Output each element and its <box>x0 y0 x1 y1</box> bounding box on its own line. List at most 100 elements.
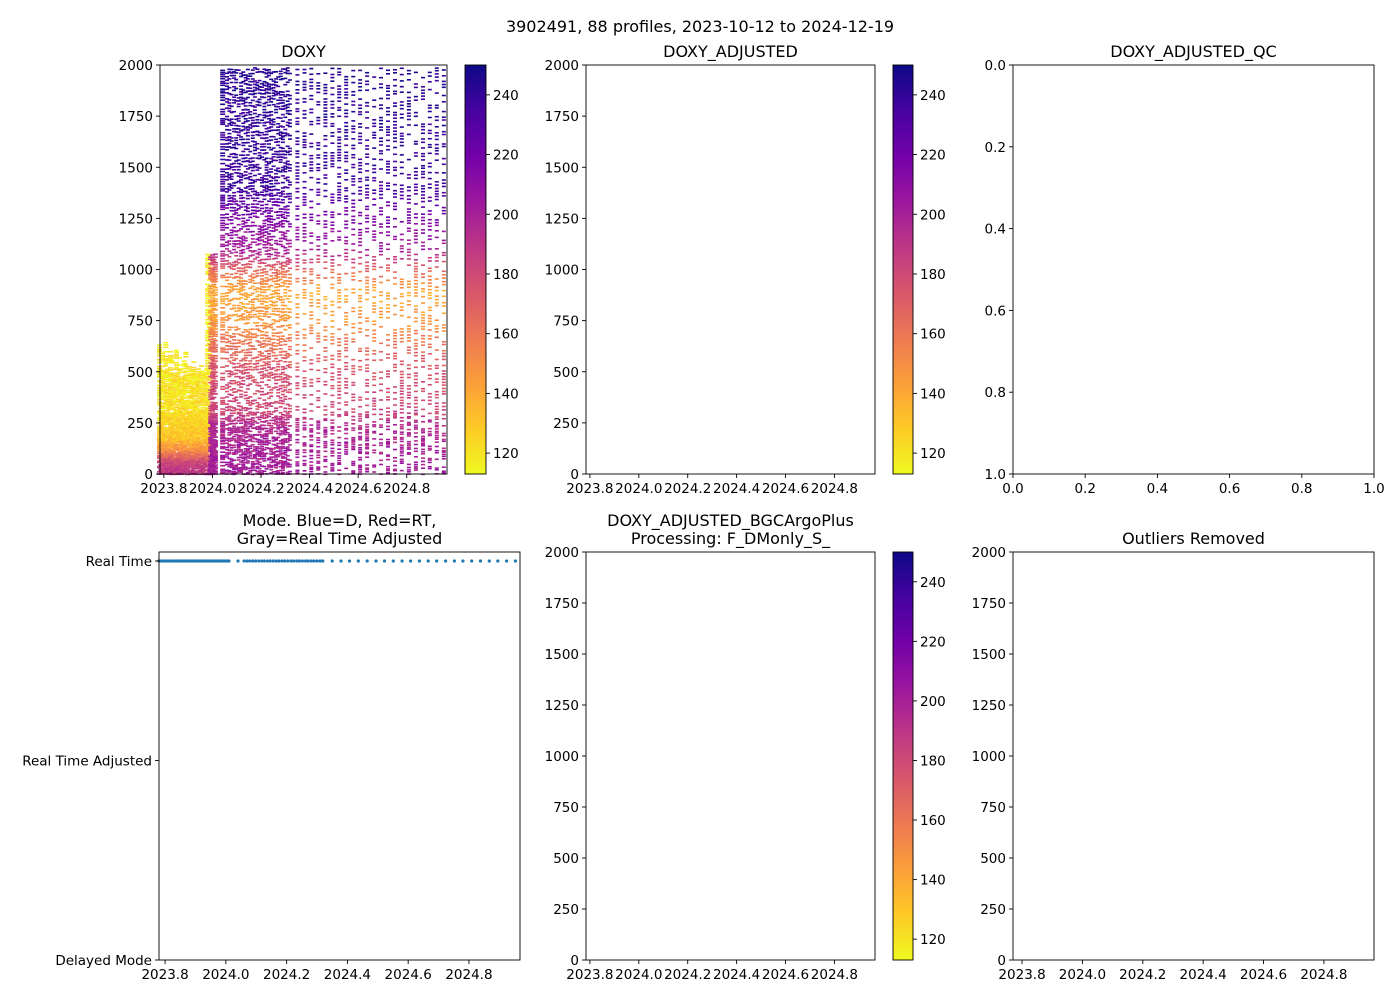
doxy-sample <box>271 351 276 354</box>
doxy-sample <box>274 150 279 153</box>
doxy-sample <box>160 352 166 355</box>
doxy-sample <box>295 165 300 168</box>
doxy-sample <box>280 201 285 204</box>
doxy-sample <box>295 120 300 123</box>
doxy-sample <box>287 280 292 283</box>
doxy-sample <box>220 445 226 448</box>
doxy-sample <box>202 462 208 465</box>
doxy-sample <box>225 456 229 458</box>
doxy-sample <box>280 113 285 116</box>
doxy-sample <box>200 452 206 455</box>
doxy-sample <box>330 152 335 154</box>
doxy-sample <box>220 464 226 467</box>
doxy-sample <box>227 189 232 191</box>
doxy-sample <box>255 194 260 197</box>
doxy-sample <box>250 400 255 402</box>
doxy-sample <box>274 223 279 225</box>
doxy-sample <box>185 423 190 425</box>
doxy-sample <box>232 207 237 209</box>
doxy-sample <box>276 252 281 254</box>
doxy-sample <box>280 268 285 270</box>
doxy-sample <box>239 450 244 452</box>
doxy-sample <box>262 448 267 451</box>
doxy-sample <box>208 336 214 338</box>
doxy-sample <box>236 431 241 434</box>
doxy-sample <box>220 433 226 436</box>
doxy-sample <box>232 184 237 187</box>
doxy-sample <box>285 94 290 96</box>
doxy-sample <box>257 152 262 154</box>
doxy-sample <box>220 302 226 305</box>
doxy-sample <box>185 438 190 440</box>
doxy-sample <box>197 387 203 390</box>
doxy-sample <box>183 408 189 410</box>
doxy-sample <box>191 388 197 391</box>
doxy-sample <box>269 450 274 453</box>
doxy-sample <box>309 154 314 157</box>
doxy-sample <box>262 454 267 456</box>
doxy-sample <box>257 455 262 458</box>
doxy-sample <box>189 453 195 455</box>
doxy-sample <box>323 125 328 128</box>
doxy-sample <box>302 204 307 206</box>
doxy-sample <box>330 443 335 446</box>
doxy-sample <box>166 450 172 453</box>
doxy-sample <box>280 366 285 368</box>
doxy-sample <box>227 99 232 101</box>
doxy-sample <box>220 152 226 154</box>
doxy-sample <box>183 367 189 370</box>
doxy-sample <box>191 463 197 466</box>
doxy-sample <box>234 217 239 219</box>
doxy-sample <box>232 459 237 461</box>
doxy-sample <box>245 207 250 209</box>
doxy-sample <box>274 400 279 403</box>
doxy-sample <box>287 273 292 276</box>
doxy-sample <box>243 221 248 224</box>
doxy-sample <box>278 402 283 404</box>
doxy-sample <box>295 421 300 424</box>
doxy-sample <box>274 382 279 385</box>
doxy-sample <box>220 456 226 459</box>
doxy-sample <box>241 456 246 458</box>
doxy-sample <box>295 261 300 264</box>
doxy-sample <box>257 470 262 472</box>
doxy-sample <box>260 352 264 354</box>
doxy-sample <box>229 140 234 142</box>
doxy-sample <box>274 450 279 453</box>
doxy-sample <box>245 445 250 448</box>
doxy-sample <box>252 215 257 218</box>
doxy-sample <box>283 217 288 219</box>
doxy-sample <box>163 407 169 409</box>
doxy-sample <box>330 211 335 213</box>
doxy-sample <box>276 140 281 143</box>
doxy-sample <box>278 108 283 110</box>
doxy-sample <box>241 80 246 83</box>
doxy-sample <box>210 358 215 361</box>
doxy-sample <box>241 369 246 372</box>
doxy-sample <box>295 248 300 251</box>
doxy-sample <box>264 414 269 417</box>
doxy-sample <box>181 399 187 402</box>
doxy-sample <box>267 432 271 434</box>
doxy-sample <box>278 131 283 133</box>
doxy-sample <box>302 334 307 336</box>
doxy-sample <box>195 440 201 443</box>
doxy-sample <box>274 204 279 206</box>
doxy-sample <box>227 240 232 242</box>
doxy-sample <box>257 282 262 284</box>
doxy-sample <box>283 261 288 264</box>
doxy-sample <box>278 442 283 445</box>
doxy-sample <box>220 146 226 148</box>
doxy-sample <box>302 217 307 219</box>
doxy-sample <box>262 80 267 83</box>
doxy-sample <box>276 279 281 282</box>
doxy-sample <box>280 225 285 228</box>
doxy-sample <box>262 228 267 231</box>
doxy-sample <box>255 470 260 473</box>
doxy-sample <box>232 261 237 264</box>
doxy-sample <box>239 179 244 181</box>
doxy-sample <box>229 219 234 221</box>
doxy-sample <box>330 103 335 106</box>
doxy-sample <box>255 121 260 124</box>
doxy-sample <box>287 366 292 369</box>
